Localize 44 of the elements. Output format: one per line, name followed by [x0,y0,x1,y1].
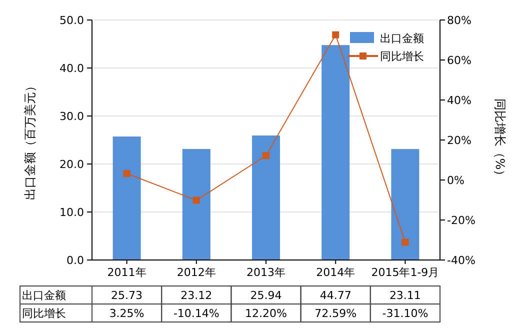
legend-label: 同比增长 [380,50,424,63]
point [123,170,130,177]
data-label: 23.11 [389,289,421,302]
y-tick-label: 20.0 [60,158,84,171]
legend-label: 出口金额 [380,32,424,45]
data-label: 23.12 [180,289,212,302]
bar [322,45,350,260]
y-tick-label: 50.0 [60,14,84,27]
data-label: 72.59% [314,307,357,320]
x-tick-label: 2015年1-9月 [371,266,440,279]
y2-tick-label: -40% [447,254,476,267]
point [332,31,340,38]
data-label: -10.14% [173,307,220,320]
y2-tick-label: 40% [447,94,472,107]
y2-axis-title: 同比增长（%） [493,98,507,182]
x-tick-label: 2012年 [176,266,216,279]
y-tick-label: 0.0 [66,254,84,267]
data-label: 25.94 [250,289,282,302]
y2-tick-label: 60% [447,54,472,67]
y-tick-label: 10.0 [60,206,84,219]
y-tick-label: 30.0 [60,110,84,123]
point [262,152,270,160]
point [192,196,200,204]
data-label: -31.10% [382,307,428,320]
data-label: 25.73 [111,289,143,302]
data-label: 12.20% [245,307,287,320]
data-label: 44.77 [320,289,352,302]
bar [391,149,420,260]
data-label: 3.25% [109,307,144,320]
point [402,238,409,246]
bar [112,136,141,260]
y2-tick-label: 80% [447,14,472,27]
x-tick-label: 2014年 [316,266,356,279]
y2-tick-label: 20% [447,134,472,147]
text: 同比增长 [22,307,66,320]
x-tick-label: 2011年 [107,266,146,279]
y-tick-label: 40.0 [60,62,84,75]
y2-tick-label: -20% [447,214,476,227]
bar [182,149,210,260]
y2-tick-label: 0% [447,174,464,187]
y-axis-title: 出口金额（百万美元） [23,80,37,200]
bar [252,135,280,260]
x-tick-label: 2013年 [246,266,286,279]
text: 出口金额 [22,289,66,302]
